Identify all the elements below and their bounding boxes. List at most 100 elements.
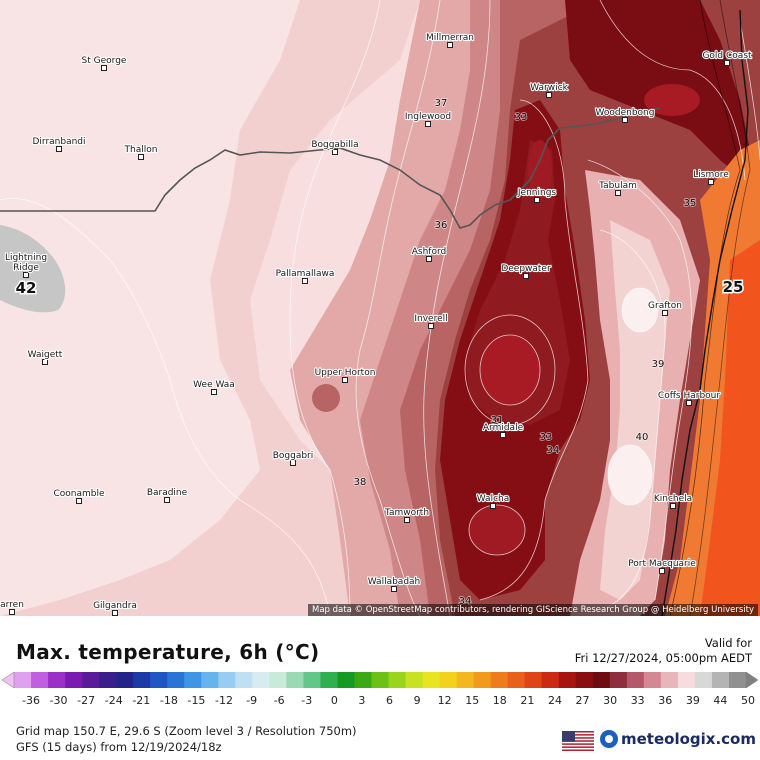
town-marker-icon <box>425 121 431 127</box>
town-marker-icon <box>23 272 29 278</box>
town-tamworth[interactable]: Tamworth <box>383 507 430 523</box>
valid-for-block: Valid for Fri 12/27/2024, 05:00pm AEDT <box>575 636 752 666</box>
colorbar: -36 -30 -27 -24 -21 -18 -15 -12 -9 -6 -3 0 3 6 9 12 15 18… <box>1 671 759 707</box>
colorbar-cell <box>626 672 645 688</box>
town-label: Wee Waa <box>193 380 235 390</box>
town-label: Tamworth <box>384 508 429 518</box>
town-gold-coast[interactable]: Gold Coast <box>701 50 753 66</box>
town-kinchela[interactable]: Kinchela <box>653 493 693 509</box>
town-waigett[interactable]: Waigett <box>27 349 64 365</box>
colorbar-cell <box>507 672 525 688</box>
colorbar-tick-label: -30 <box>50 694 68 707</box>
town-label: Waigett <box>28 350 63 360</box>
colorbar-cell <box>201 672 219 688</box>
town-label: Inverell <box>414 314 447 324</box>
town-marker-icon <box>724 60 730 66</box>
town-marker-icon <box>500 432 506 438</box>
valid-time: Fri 12/27/2024, 05:00pm AEDT <box>574 651 752 665</box>
temp-zone-31b <box>469 505 525 555</box>
town-upper-horton[interactable]: Upper Horton <box>313 367 377 383</box>
colorbar-cell <box>116 672 134 688</box>
colorbar-tick-label: -9 <box>246 694 257 707</box>
town-marker-icon <box>164 497 170 503</box>
town-marker-icon <box>622 117 628 123</box>
colorbar-cell <box>235 672 253 688</box>
town-deepwater[interactable]: Deepwater <box>500 263 552 279</box>
town-millmerran[interactable]: Millmerran <box>425 32 475 48</box>
town-coffs-harbour[interactable]: Coffs Harbour <box>657 390 721 406</box>
colorbar-left-arrow <box>1 671 15 689</box>
town-inglewood[interactable]: Inglewood <box>404 111 452 127</box>
town-marker-icon <box>426 256 432 262</box>
temperature-map[interactable]: 37 33 35 36 39 31 33 34 40 38 34 42 25 Millmerran St … <box>0 0 760 616</box>
town-marker-icon <box>546 92 552 98</box>
us-flag-icon[interactable] <box>562 731 594 751</box>
town-pallamallawa[interactable]: Pallamallawa <box>275 268 335 284</box>
isoline-value-label: 38 <box>354 477 367 488</box>
extreme-value-label: 42 <box>16 279 37 297</box>
colorbar-tick-label: 21 <box>520 694 534 707</box>
colorbar-cell <box>184 672 202 688</box>
colorbar-tick-label: 27 <box>576 694 590 707</box>
town-lismore[interactable]: Lismore <box>692 169 730 185</box>
colorbar-tick-label: -12 <box>215 694 233 707</box>
town-label: Woodenbong <box>596 108 655 118</box>
town-wallabadah[interactable]: Wallabadah <box>367 576 421 592</box>
town-armidale[interactable]: Armidale <box>482 422 525 438</box>
town-thallon[interactable]: Thallon <box>122 144 159 160</box>
town-arren[interactable]: arren <box>0 599 25 615</box>
town-label: Lismore <box>693 170 729 180</box>
town-marker-icon <box>332 149 338 155</box>
town-port-macquarie[interactable]: Port Macquarie <box>627 558 697 574</box>
town-label: arren <box>0 600 24 610</box>
town-coonamble[interactable]: Coonamble <box>52 488 106 504</box>
town-label: Boggabri <box>273 451 314 461</box>
colorbar-cell <box>252 672 270 688</box>
town-boggabri[interactable]: Boggabri <box>272 450 314 466</box>
colorbar-tick-label: 3 <box>358 694 365 707</box>
town-wee-waa[interactable]: Wee Waa <box>192 379 236 395</box>
colorbar-cell <box>524 672 543 688</box>
town-boggabilla[interactable]: Boggabilla <box>310 139 360 155</box>
colorbar-cell <box>558 672 577 688</box>
colorbar-cell <box>660 672 679 688</box>
town-baradine[interactable]: Baradine <box>146 487 189 503</box>
town-label: Warwick <box>530 83 568 93</box>
town-inverell[interactable]: Inverell <box>413 313 449 329</box>
colorbar-tick-label: 15 <box>465 694 479 707</box>
colorbar-right-arrow <box>745 671 759 689</box>
town-grafton[interactable]: Grafton <box>647 300 683 316</box>
brand-name: meteologix.com <box>621 730 756 748</box>
colorbar-cell <box>711 672 730 688</box>
town-jennings[interactable]: Jennings <box>516 187 558 203</box>
town-label: Port Macquarie <box>628 559 696 569</box>
town-marker-icon <box>391 586 397 592</box>
grid-info: Grid map 150.7 E, 29.6 S (Zoom level 3 /… <box>16 724 357 738</box>
town-label: Thallon <box>124 145 158 155</box>
town-walcha[interactable]: Walcha <box>476 493 510 509</box>
temp-zone-31 <box>480 335 540 405</box>
town-st-george[interactable]: St George <box>80 55 128 71</box>
town-woodenbong[interactable]: Woodenbong <box>594 107 656 123</box>
temp-zone-upper-horton <box>312 384 340 412</box>
isoline-value-label: 35 <box>684 198 697 209</box>
colorbar-cell <box>371 672 389 688</box>
colorbar-tick-label: -15 <box>187 694 205 707</box>
town-gilgandra[interactable]: Gilgandra <box>92 600 138 616</box>
town-dirranbandi[interactable]: Dirranbandi <box>31 136 87 152</box>
town-warwick[interactable]: Warwick <box>529 82 570 98</box>
town-tabulam[interactable]: Tabulam <box>597 180 638 196</box>
colorbar-cell <box>575 672 594 688</box>
town-marker-icon <box>404 517 410 523</box>
colorbar-cell <box>422 672 440 688</box>
temp-zone-coast-white <box>622 288 658 332</box>
colorbar-cell <box>82 672 100 688</box>
town-marker-icon <box>659 568 665 574</box>
town-marker-icon <box>9 609 15 615</box>
brand-logo[interactable]: meteologix.com <box>600 730 756 748</box>
valid-for-label: Valid for <box>704 636 752 650</box>
town-ashford[interactable]: Ashford <box>411 246 447 262</box>
colorbar-cell <box>337 672 355 688</box>
town-marker-icon <box>76 498 82 504</box>
